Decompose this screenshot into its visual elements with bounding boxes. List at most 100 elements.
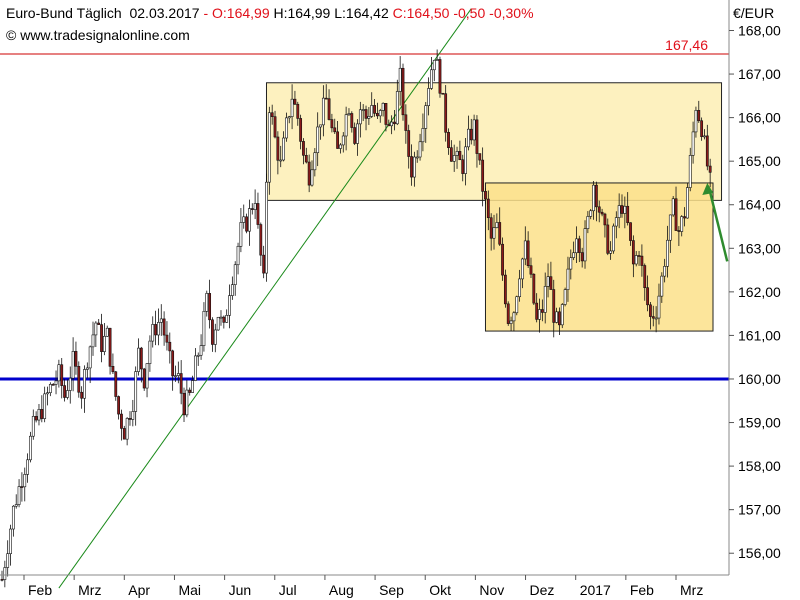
candle-body <box>361 109 365 111</box>
candle-body <box>580 252 584 262</box>
change-value: -0,50 <box>453 5 486 21</box>
candle-body <box>114 371 118 397</box>
candle-body <box>458 151 462 161</box>
candle-body <box>381 103 385 111</box>
candle-body <box>296 103 300 119</box>
candle-body <box>671 198 675 216</box>
candle-body <box>657 295 661 319</box>
candle-body <box>515 296 519 314</box>
candle-body <box>37 409 41 421</box>
candle-body <box>26 459 29 475</box>
x-tick-label: Jul <box>279 582 297 598</box>
y-tick-label: 166,00 <box>738 110 781 126</box>
candle-body <box>688 155 692 188</box>
candle-body <box>242 216 246 223</box>
candle-body <box>85 367 89 370</box>
candle-body <box>370 105 374 117</box>
x-tick-label: Okt <box>429 582 451 598</box>
candle-body <box>694 110 698 133</box>
candle-body <box>228 295 231 316</box>
candle-body <box>191 380 194 393</box>
currency-unit: €/EUR <box>733 5 775 21</box>
candle-body <box>88 346 92 369</box>
candle-body <box>139 347 143 370</box>
candle-body <box>71 351 75 379</box>
candle-body <box>649 304 652 317</box>
candle-body <box>393 121 396 125</box>
candle-body <box>131 411 135 420</box>
candle-body <box>475 119 479 154</box>
candle-body <box>415 156 419 159</box>
candle-body <box>472 119 476 141</box>
candle-body <box>572 252 576 258</box>
x-tick-label: 2017 <box>580 582 611 598</box>
candle-body <box>404 114 408 131</box>
candle-body <box>395 91 399 125</box>
candle-body <box>208 293 212 321</box>
candle-body <box>427 88 431 106</box>
candle-body <box>17 486 21 505</box>
candle-body <box>9 528 12 554</box>
candle-body <box>410 156 413 178</box>
candle-body <box>213 329 217 345</box>
candle-body <box>168 341 172 352</box>
quote-date: 02.03.2017 <box>129 5 200 21</box>
candle-body <box>151 324 155 342</box>
candle-body <box>330 119 334 129</box>
candle-body <box>566 268 570 290</box>
candle-body <box>68 377 72 391</box>
y-tick-label: 157,00 <box>738 502 781 518</box>
candle-body <box>111 366 115 373</box>
candle-body <box>105 327 109 337</box>
candle-body <box>646 287 649 306</box>
candle-body <box>563 289 567 305</box>
candle-body <box>353 127 357 144</box>
candle-body <box>577 238 581 253</box>
candle-body <box>185 389 189 416</box>
candle-body <box>148 340 152 364</box>
candle-body <box>447 131 450 148</box>
y-tick-label: 161,00 <box>738 327 781 343</box>
candle-body <box>526 240 530 266</box>
candle-body <box>341 135 345 146</box>
candle-body <box>521 258 524 280</box>
header-separator: - <box>199 5 213 21</box>
candle-body <box>558 311 561 326</box>
candle-body <box>273 116 277 138</box>
candle-body <box>128 418 132 420</box>
source-credit: © www.tradesignalonline.com <box>6 27 190 43</box>
candle-body <box>629 222 632 241</box>
x-tick-label: Dez <box>530 582 555 598</box>
y-tick-label: 160,00 <box>738 371 781 387</box>
candle-body <box>270 112 274 117</box>
candle-body <box>145 363 149 389</box>
down-arrow-head <box>702 182 714 195</box>
candle-body <box>239 222 243 247</box>
candle-body <box>555 311 558 323</box>
candle-body <box>455 151 459 156</box>
candle-body <box>230 284 234 296</box>
x-axis-ticks: Feb Mrz Apr Mai Jun Jul Aug Sep Okt Nov Dez 2017 Feb… <box>23 575 703 598</box>
candle-body <box>376 113 379 117</box>
candle-body <box>634 255 638 265</box>
overlay <box>702 182 729 262</box>
candle-body <box>179 373 183 394</box>
candle-body <box>412 156 416 178</box>
candle-body <box>543 286 547 313</box>
candle-body <box>467 128 470 148</box>
candle-body <box>421 128 425 143</box>
candle-body <box>430 69 433 89</box>
candle-body <box>540 309 544 313</box>
candle-body <box>193 355 197 381</box>
candle-body <box>162 318 166 336</box>
candle-body <box>202 310 206 346</box>
x-tick-label: Apr <box>128 582 150 598</box>
instrument-name: Euro-Bund Täglich <box>6 5 122 21</box>
candle-body <box>441 92 445 95</box>
candle-body <box>74 351 78 367</box>
candle-body <box>438 59 442 94</box>
candle-body <box>188 389 192 393</box>
x-tick-label: Jun <box>229 582 252 598</box>
candle-body <box>691 131 695 156</box>
